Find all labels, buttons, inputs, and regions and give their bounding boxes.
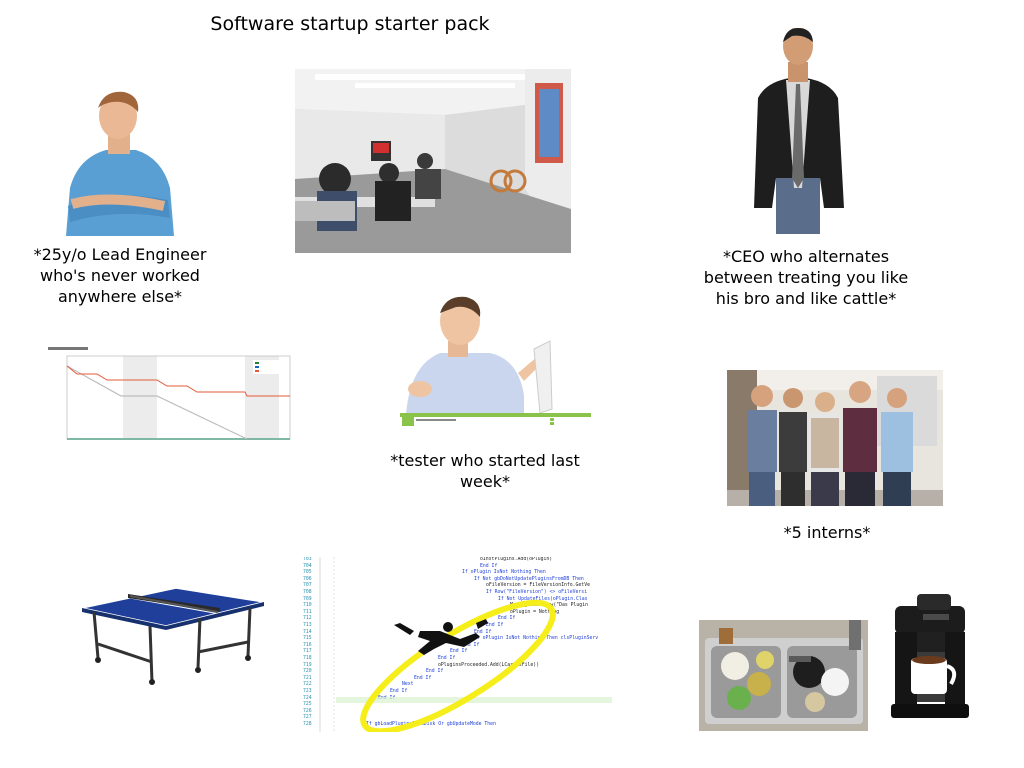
ceo-caption: *CEO who alternates between treating you… [703,247,909,308]
code-line: End If [450,649,468,655]
falling-figure-icon [394,619,488,655]
code-line: Next [402,682,414,688]
code-line: End If [426,669,444,675]
code-line-number: 704 [303,563,312,569]
code-line-number: 710 [303,603,312,609]
code-line: oPluginsProceeded.Add(LCase(sFile)) [438,662,540,668]
code-line: End If [390,689,408,694]
code-line-number: 709 [303,596,312,602]
code-line: End If [480,563,498,569]
code-screenshot: 703 704 705 706 707 708 709 710 711 712 713 714 715 7… [300,557,612,732]
ceo-photo [740,28,856,234]
coffee-machine-photo [887,592,971,722]
code-line-number: 712 [303,616,312,622]
code-line-number: 705 [303,570,312,576]
code-line-number: 721 [303,675,312,681]
code-line: End If [486,623,504,628]
code-line-number: 725 [303,702,312,708]
office-photo [295,69,571,253]
code-line: End If [474,629,492,635]
code-line: If Row("FileVersion") <> oFileVersi [486,590,588,595]
code-line-number: 724 [303,695,312,701]
code-line-number: 711 [303,609,312,615]
code-line: If Not gbDoNotUpdatePluginsFromDB Then [474,576,584,582]
code-line: If oPlugin IsNot Nothing Then clsPluginS… [474,636,599,642]
code-line-number: 708 [303,590,312,595]
lead-engineer-caption: *25y/o Lead Engineer who's never worked … [33,245,207,306]
code-line-number: 713 [303,623,312,628]
code-line: End If [438,656,456,661]
tester-caption: *tester who started last week* [390,451,580,491]
code-line: If oPlugin IsNot Nothing Then [462,570,546,576]
code-line-number: 707 [303,583,312,589]
code-line-number: 723 [303,689,312,694]
code-line: oFileVersion = FileVersionInfo.GetVe [486,583,590,589]
code-line-number: 714 [303,629,312,635]
code-line-number: 727 [303,715,312,721]
code-line-number: 716 [303,642,312,648]
code-line: oInstPlugins.Add(oPlugin) [480,557,553,562]
burndown-chart-image [47,344,294,451]
interns-photo [727,370,943,506]
code-line-number: 728 [303,722,312,727]
code-line-number: 717 [303,649,312,655]
code-line-number: 706 [303,576,312,582]
dirty-dishes-sink-photo [699,620,868,731]
lead-engineer-photo [48,88,193,236]
code-line: oPlugin = Nothing [510,609,560,615]
code-line-number: 719 [303,662,312,668]
code-line-number: 720 [303,669,312,675]
code-line-number: 718 [303,656,312,661]
code-line: End If [498,616,516,622]
page-title: Software startup starter pack [210,13,490,35]
tester-photo [400,295,591,426]
code-line: End If [462,642,480,648]
code-line-number: 726 [303,708,312,714]
code-line: End If [414,675,432,681]
code-line-number: 722 [303,682,312,688]
code-line-number: 703 [303,557,312,562]
ping-pong-table-image [80,578,266,686]
code-line: If Not UpdateFiles(oPlugin.Clas [498,596,588,602]
code-line-number: 715 [303,636,312,642]
interns-caption: *5 interns* [783,523,871,542]
code-line: If gbLoadPluginsFromDisk Or gbUpdateMode… [366,722,496,727]
